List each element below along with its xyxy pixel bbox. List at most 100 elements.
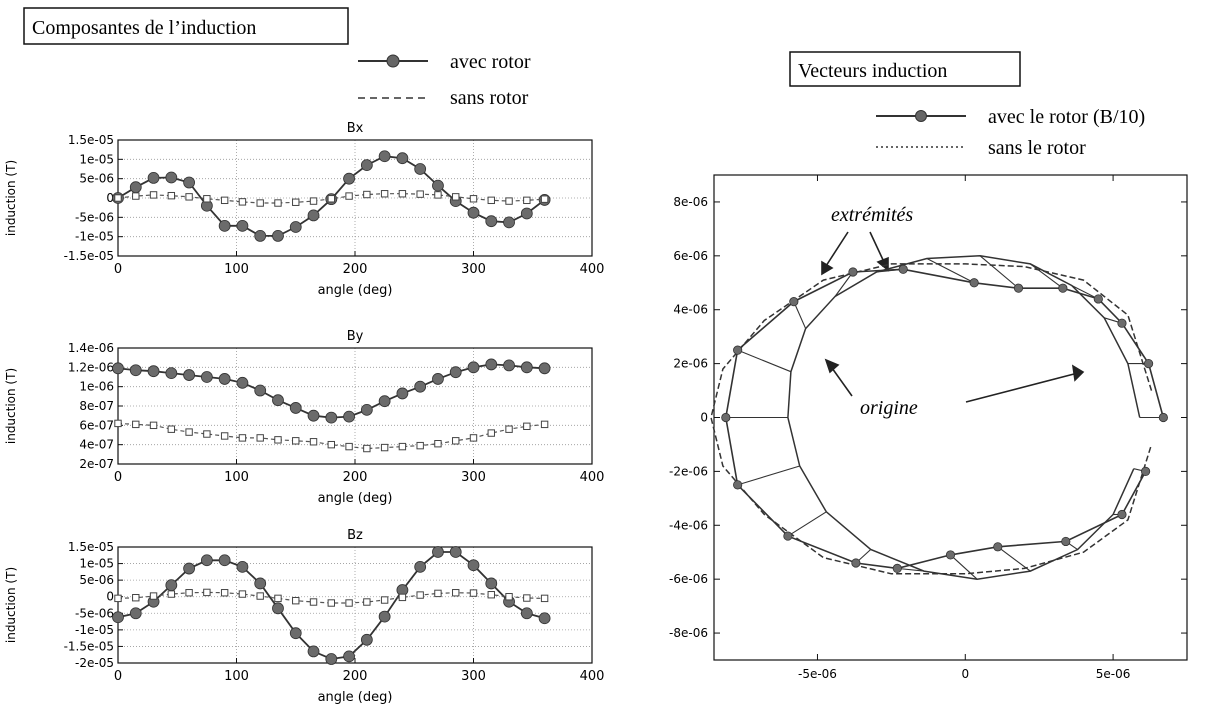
y-tick-label: -1.5e-05 (64, 639, 114, 653)
y-tick-label: -2e-06 (669, 464, 708, 478)
data-point (432, 179, 444, 192)
y-axis-label: induction (T) (4, 368, 18, 444)
data-point (378, 610, 391, 623)
data-point (434, 191, 442, 199)
data-point (449, 366, 462, 379)
y-tick-label: 4e-07 (79, 438, 114, 452)
data-point (414, 163, 427, 175)
y-tick-label: 1e-05 (79, 557, 114, 571)
data-point (132, 594, 140, 602)
x-tick-label: 100 (224, 262, 249, 277)
data-point (218, 554, 231, 567)
data-point (1158, 412, 1168, 423)
series-line (724, 268, 1165, 570)
y-tick-label: 4e-06 (673, 303, 708, 317)
data-point (238, 198, 247, 206)
data-point (414, 560, 427, 573)
data-point (538, 362, 551, 375)
data-point (325, 653, 338, 665)
data-point (307, 645, 320, 658)
y-tick-label: 2e-06 (673, 357, 708, 371)
x-tick-label: 300 (461, 262, 486, 277)
y-axis-label: induction (T) (4, 160, 18, 236)
data-point (165, 171, 178, 184)
data-point (380, 190, 389, 198)
legend-label-sans-rotor: sans rotor (450, 87, 529, 109)
y-tick-label: 2e-07 (79, 457, 114, 471)
data-point (469, 195, 478, 203)
chart-bx: Bx 1.5e-05 1e-05 5e-06 0 -5e-06 -1e-05 -1.5e-05… (4, 121, 604, 298)
data-point (1141, 466, 1151, 476)
x-tick-label: 0 (114, 262, 122, 277)
data-point (345, 192, 353, 200)
y-tick-label: 6e-06 (673, 249, 708, 263)
data-point (343, 172, 355, 185)
series-sans-le-rotor (710, 263, 1153, 575)
data-point (114, 194, 122, 202)
data-point (345, 442, 353, 451)
data-point (540, 420, 549, 429)
vector-line (979, 255, 1019, 289)
y-tick-label: 1.2e-06 (68, 360, 114, 374)
annotation-arrows (821, 231, 1085, 403)
vector-line (787, 511, 827, 537)
y-tick-label: 1.5e-05 (68, 540, 114, 554)
data-point (132, 192, 140, 200)
data-point (485, 577, 498, 590)
data-point (434, 589, 442, 598)
data-point (540, 195, 549, 203)
data-point (220, 432, 229, 440)
data-point (327, 440, 336, 449)
data-point (398, 190, 407, 198)
data-point (129, 364, 142, 377)
vector-line (793, 301, 807, 329)
data-point (467, 559, 480, 572)
y-tick-label: 1e-05 (79, 152, 114, 166)
y-axis-label: induction (T) (4, 567, 18, 643)
data-point (398, 442, 407, 451)
data-point (452, 193, 460, 201)
data-point (147, 365, 160, 378)
series-sans-rotor (114, 588, 549, 607)
x-tick-label: 200 (343, 669, 368, 684)
data-point (993, 542, 1003, 552)
y-tick-label: -1.5e-05 (64, 249, 114, 263)
y-tick-label: -5e-06 (75, 606, 114, 620)
x-tick-label: 400 (580, 262, 605, 277)
data-point (272, 229, 284, 242)
data-point (898, 264, 908, 274)
data-point (538, 612, 551, 625)
data-point (236, 560, 249, 573)
data-point (892, 563, 902, 573)
data-point (129, 607, 142, 620)
legend-marker-avec-le-rotor (915, 110, 927, 122)
data-point (183, 176, 196, 189)
data-point (185, 428, 193, 436)
data-point (309, 197, 318, 205)
left-title-box (23, 7, 349, 45)
data-point (236, 376, 249, 389)
y-tick-label: -8e-06 (669, 626, 708, 640)
vector-line (926, 258, 975, 284)
data-point (378, 150, 391, 163)
y-tick-label: 8e-06 (673, 195, 708, 209)
data-point (360, 159, 373, 172)
y-tick-label: -4e-06 (669, 518, 708, 532)
data-point (292, 198, 300, 206)
chart-vecteurs-induction: 8e-06 6e-06 4e-06 2e-06 0 -2e-06 -4e-06 -6e-06 -… (669, 174, 1188, 681)
data-point (432, 373, 444, 385)
data-point (256, 434, 264, 442)
data-point (523, 196, 531, 205)
data-point (183, 369, 196, 381)
y-tick-label: -5e-06 (75, 210, 114, 224)
data-point (185, 589, 193, 597)
right-title-box (789, 51, 1021, 87)
chart-title: Bz (347, 528, 363, 543)
data-point (523, 422, 531, 431)
data-point (256, 199, 264, 207)
data-point (254, 577, 267, 590)
data-point (467, 206, 480, 219)
data-point (503, 359, 515, 372)
y-tick-label: 8e-07 (79, 399, 114, 413)
